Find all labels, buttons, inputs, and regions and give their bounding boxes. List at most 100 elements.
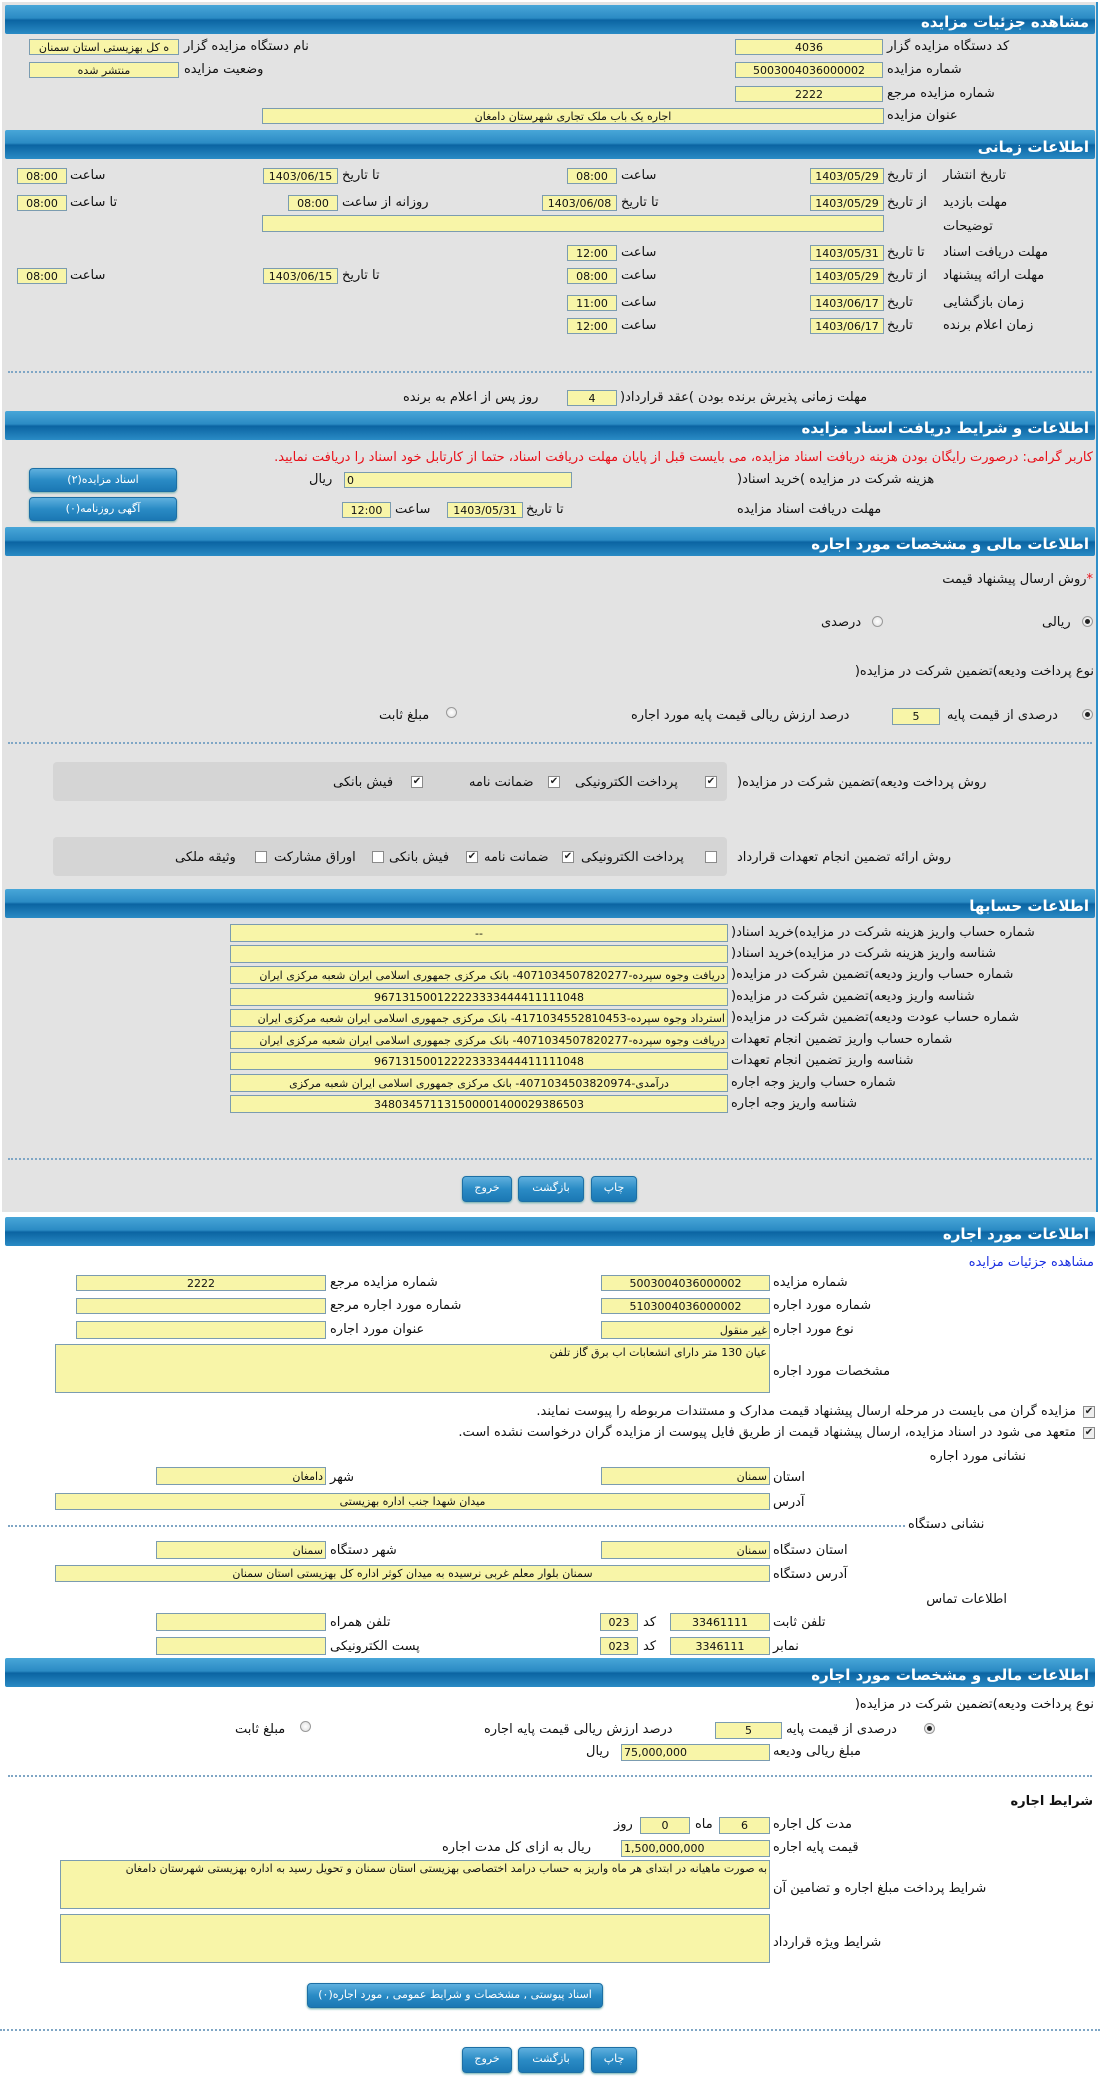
account-field[interactable] <box>230 1052 728 1070</box>
visit-daily-to[interactable] <box>17 195 67 211</box>
opening-time[interactable] <box>567 295 617 311</box>
no-attachment-checkbox[interactable]: ✔ <box>1083 1427 1095 1439</box>
org-province-field[interactable] <box>601 1541 770 1559</box>
guarantee-property-checkbox[interactable] <box>255 851 267 863</box>
special-terms-textarea[interactable] <box>60 1914 770 1963</box>
item-auction-number-field[interactable] <box>601 1275 770 1291</box>
publish-to-date[interactable] <box>263 168 338 184</box>
docs-deadline-time[interactable] <box>342 502 391 518</box>
duration-days-field[interactable] <box>640 1817 690 1834</box>
auction-number-field[interactable] <box>735 62 883 78</box>
phone-field[interactable] <box>670 1613 770 1631</box>
item-spec-textarea[interactable]: عیان 130 متر دارای انشعابات اب برق گاز ت… <box>55 1344 770 1393</box>
account-field[interactable] <box>230 1074 728 1092</box>
org-address-field[interactable] <box>55 1565 770 1582</box>
publish-from-date[interactable] <box>810 168 884 184</box>
deposit-type-label: نوع پرداخت ودیعه)تضمین شرکت در مزایده( <box>854 664 1094 679</box>
deposit-percent-field[interactable] <box>892 708 940 725</box>
guarantee-electronic-checkbox[interactable] <box>705 851 717 863</box>
divider <box>8 371 1092 373</box>
duration-months-field[interactable] <box>719 1817 770 1834</box>
province-field[interactable] <box>601 1467 770 1485</box>
offer-from-time[interactable] <box>567 268 617 284</box>
notes-field[interactable] <box>262 215 884 232</box>
exit-button[interactable]: خروج <box>462 1176 512 1202</box>
org-city-field[interactable] <box>156 1541 326 1559</box>
auction-subject-field[interactable] <box>262 108 884 124</box>
item-title-field[interactable] <box>76 1321 326 1339</box>
item-ref-number-field[interactable] <box>76 1275 326 1291</box>
ref-number-field[interactable] <box>735 86 883 102</box>
item-type-field[interactable] <box>601 1321 770 1339</box>
acceptance-days-field[interactable] <box>567 390 617 406</box>
deposit-amount-field[interactable] <box>621 1744 770 1761</box>
deposit-bank-slip-checkbox[interactable]: ✔ <box>411 776 423 788</box>
attach-docs-checkbox[interactable]: ✔ <box>1083 1406 1095 1418</box>
winner-date[interactable] <box>810 318 884 334</box>
docs-deadline-label: مهلت دریافت اسناد مزایده <box>737 502 882 517</box>
opening-date[interactable] <box>810 295 884 311</box>
print-button[interactable]: چاپ <box>591 2047 637 2073</box>
account-field[interactable] <box>230 1095 728 1113</box>
item-deposit-percent-field[interactable] <box>715 1722 782 1739</box>
deposit-guarantee-checkbox[interactable]: ✔ <box>548 776 560 788</box>
email-field[interactable] <box>156 1637 326 1655</box>
fax-field[interactable] <box>670 1637 770 1655</box>
offer-to-time[interactable] <box>17 268 67 284</box>
guarantee-bank-slip-checkbox[interactable]: ✔ <box>466 851 478 863</box>
offer-from-date[interactable] <box>810 268 884 284</box>
item-deposit-fixed-radio[interactable] <box>300 1721 311 1732</box>
org-name-field[interactable] <box>29 39 179 55</box>
item-number-field[interactable] <box>601 1298 770 1314</box>
auction-details-link[interactable]: مشاهده جزئیات مزایده <box>968 1255 1094 1270</box>
account-field[interactable] <box>230 1031 728 1049</box>
newspaper-ads-button[interactable]: آگهی روزنامه(۰) <box>29 497 177 521</box>
daily-from-label: روزانه از ساعت <box>342 195 429 210</box>
visit-to-date[interactable] <box>542 195 617 211</box>
org-address-label: آدرس دستگاه <box>773 1567 848 1582</box>
docs-deadline-date[interactable] <box>447 502 523 518</box>
to-date-label: تا تاریخ <box>342 168 380 183</box>
address-field[interactable] <box>55 1493 770 1510</box>
item-ref-item-field[interactable] <box>76 1298 326 1314</box>
guarantee-bonds-checkbox[interactable] <box>372 851 384 863</box>
auction-documents-button[interactable]: اسناد مزایده(۲) <box>29 468 177 492</box>
org-code-field[interactable] <box>735 39 883 55</box>
city-field[interactable] <box>156 1467 326 1485</box>
docs-time[interactable] <box>567 245 617 261</box>
price-method-percent-radio[interactable] <box>872 616 883 627</box>
deposit-percent-radio[interactable] <box>1082 709 1093 720</box>
docs-to-date[interactable] <box>810 245 884 261</box>
deposit-fixed-radio[interactable] <box>446 707 457 718</box>
visit-from-date[interactable] <box>810 195 884 211</box>
phone-code-field[interactable] <box>600 1613 638 1631</box>
account-field[interactable] <box>230 988 728 1006</box>
mobile-field[interactable] <box>156 1613 326 1631</box>
required-mark: * <box>1086 572 1094 587</box>
winner-time[interactable] <box>567 318 617 334</box>
print-button[interactable]: چاپ <box>591 1176 637 1202</box>
guarantee-letter-checkbox[interactable]: ✔ <box>562 851 574 863</box>
account-field[interactable] <box>230 945 728 963</box>
item-deposit-percent-radio[interactable] <box>924 1723 935 1734</box>
fax-code-field[interactable] <box>600 1637 638 1655</box>
back-button[interactable]: بازگشت <box>518 2047 584 2073</box>
price-method-rial-radio[interactable] <box>1082 616 1093 627</box>
base-price-field[interactable] <box>621 1840 770 1857</box>
publish-to-time[interactable] <box>17 168 67 184</box>
item-type-label: نوع مورد اجاره <box>773 1322 854 1337</box>
exit-button[interactable]: خروج <box>462 2047 512 2073</box>
payment-terms-textarea[interactable]: به صورت ماهیانه در ابتدای هر ماه واریز ب… <box>60 1860 770 1909</box>
attachments-button[interactable]: اسناد پیوستی , مشخصات و شرایط عمومی , مو… <box>307 1983 603 2008</box>
account-field[interactable] <box>230 966 728 984</box>
visit-daily-from[interactable] <box>288 195 338 211</box>
guarantee-letter-label: ضمانت نامه <box>484 850 549 865</box>
account-field[interactable] <box>230 1009 728 1027</box>
publish-from-time[interactable] <box>567 168 617 184</box>
account-field[interactable] <box>230 924 728 942</box>
deposit-electronic-checkbox[interactable]: ✔ <box>705 776 717 788</box>
back-button[interactable]: بازگشت <box>518 1176 584 1202</box>
offer-to-date[interactable] <box>263 268 338 284</box>
docs-fee-field[interactable] <box>344 472 572 488</box>
auction-status-field[interactable] <box>29 62 179 78</box>
